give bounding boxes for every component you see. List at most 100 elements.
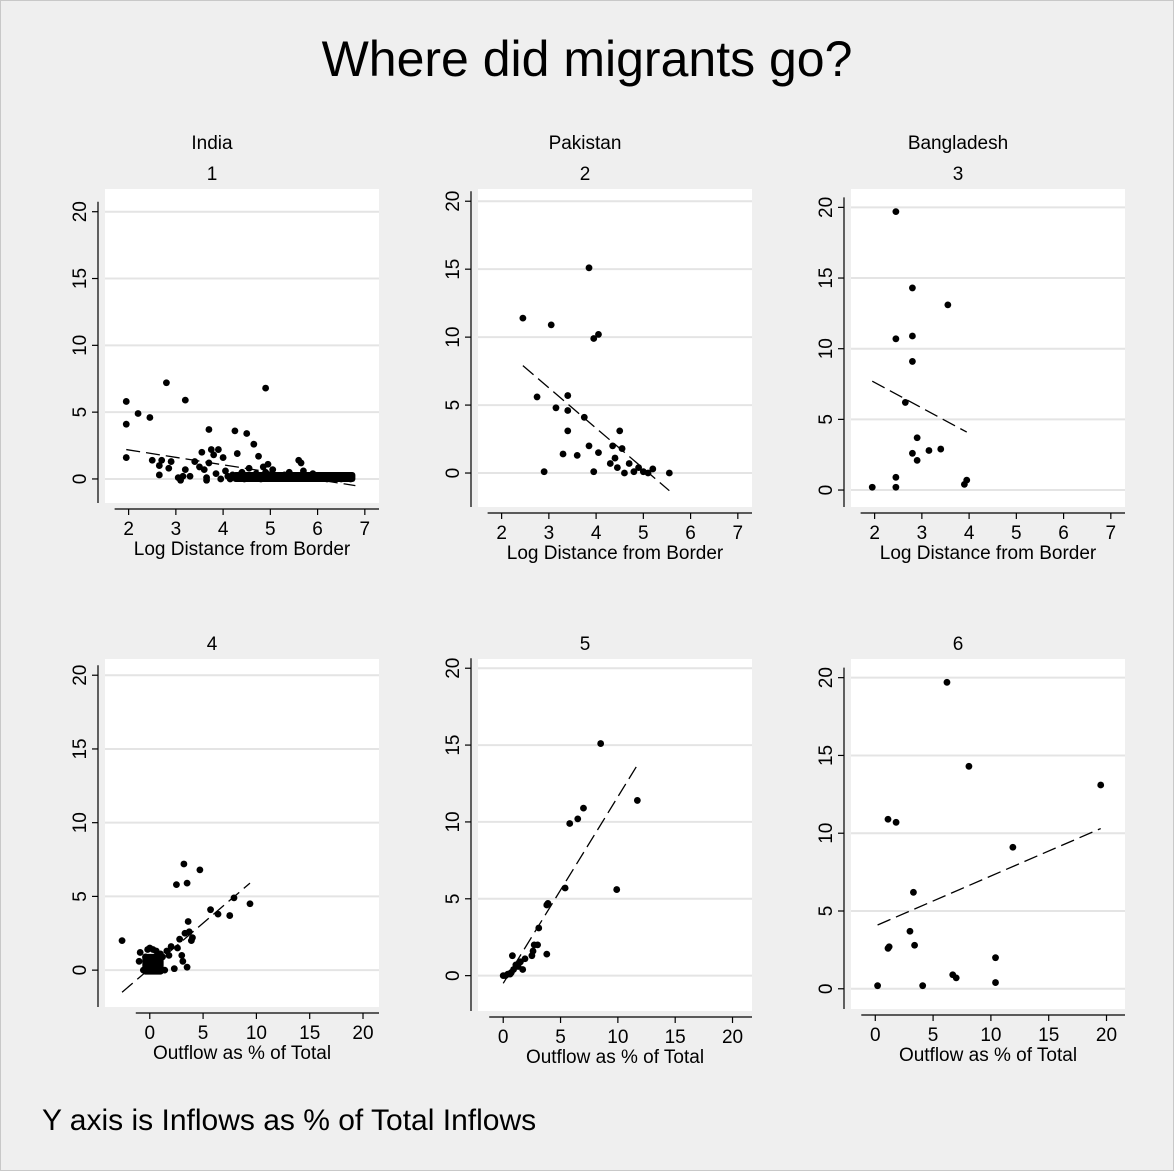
data-point xyxy=(163,379,170,387)
data-point xyxy=(892,818,900,826)
data-point xyxy=(564,392,572,399)
data-point xyxy=(222,467,229,475)
data-point xyxy=(909,284,916,292)
data-point xyxy=(205,426,213,433)
data-point xyxy=(635,464,643,471)
y-tick-label: 0 xyxy=(70,965,91,976)
panel-number: 6 xyxy=(953,634,964,655)
data-point xyxy=(176,935,184,943)
data-point xyxy=(625,460,633,467)
data-point xyxy=(613,464,621,471)
y-tick-label: 15 xyxy=(816,267,837,288)
data-point xyxy=(158,456,166,464)
data-point xyxy=(231,427,239,435)
data-point xyxy=(203,476,210,484)
country-label: India xyxy=(191,133,233,154)
x-tick-label: 0 xyxy=(144,1023,155,1044)
data-point xyxy=(309,470,317,478)
data-point xyxy=(207,446,215,453)
data-point xyxy=(909,449,916,457)
data-point xyxy=(944,301,952,309)
data-point xyxy=(178,951,186,959)
x-axis-title: Outflow as % of Total xyxy=(899,1045,1077,1066)
data-point xyxy=(155,462,163,469)
data-point xyxy=(136,949,144,956)
y-tick-label: 15 xyxy=(443,735,464,756)
data-point xyxy=(328,474,336,482)
y-axis-note: Y axis is Inflows as % of Total Inflows xyxy=(42,1104,537,1137)
data-point xyxy=(529,947,537,955)
panel-number: 3 xyxy=(953,164,964,185)
panel-number: 2 xyxy=(580,164,591,185)
x-tick-label: 6 xyxy=(685,523,696,544)
data-point xyxy=(122,398,130,405)
data-point xyxy=(580,804,587,812)
data-point xyxy=(566,820,574,827)
data-point xyxy=(155,471,163,479)
y-tick-label: 20 xyxy=(816,667,837,688)
data-point xyxy=(519,966,527,973)
data-point xyxy=(521,955,529,963)
data-point xyxy=(230,894,238,902)
data-point xyxy=(135,957,143,965)
data-point xyxy=(165,464,173,472)
data-point xyxy=(965,762,973,770)
fit-line xyxy=(522,365,670,492)
data-point xyxy=(148,456,156,464)
data-point xyxy=(649,465,657,473)
data-point xyxy=(534,941,542,949)
x-tick-label: 10 xyxy=(246,1023,267,1044)
data-point xyxy=(925,447,933,454)
country-label: Pakistan xyxy=(549,133,622,154)
data-point xyxy=(300,467,307,475)
data-point xyxy=(633,797,641,804)
fit-line xyxy=(877,827,1101,926)
y-tick-label: 0 xyxy=(816,983,837,994)
x-tick-label: 5 xyxy=(555,1027,566,1048)
y-tick-label: 10 xyxy=(443,811,464,832)
data-point xyxy=(621,469,628,477)
data-point xyxy=(173,881,180,889)
y-tick-label: 5 xyxy=(816,906,837,917)
data-point xyxy=(595,449,602,457)
y-tick-label: 20 xyxy=(70,201,91,222)
x-tick-label: 15 xyxy=(1038,1025,1059,1046)
data-point xyxy=(874,982,881,990)
y-tick-label: 5 xyxy=(443,894,464,905)
data-point xyxy=(909,332,916,340)
fit-line xyxy=(502,764,638,984)
x-tick-label: 20 xyxy=(1096,1025,1117,1046)
data-point xyxy=(911,941,918,949)
data-point xyxy=(246,900,254,908)
y-tick-label: 10 xyxy=(816,338,837,359)
panel-number: 1 xyxy=(207,164,218,185)
data-point xyxy=(963,476,971,484)
data-point xyxy=(179,472,187,480)
data-point xyxy=(214,446,222,453)
data-point xyxy=(337,475,345,483)
data-point xyxy=(154,959,162,967)
panel-6: 0 5 10 15 20 0 5 10 15 20 Outflow as % of Total 6 xyxy=(816,634,1125,1066)
data-point xyxy=(901,399,909,406)
data-point xyxy=(181,466,189,473)
data-point xyxy=(544,900,552,907)
data-point xyxy=(200,466,208,473)
data-point xyxy=(347,475,355,483)
x-tick-label: 10 xyxy=(607,1027,628,1048)
y-tick-label: 5 xyxy=(443,400,464,411)
panel-3: 2 3 4 5 6 7 0 5 10 15 20 Log Distance from Border Ba… xyxy=(816,133,1125,564)
data-point xyxy=(606,460,614,467)
x-tick-label: 2 xyxy=(496,523,507,544)
data-point xyxy=(122,420,130,428)
data-point xyxy=(597,740,605,747)
data-point xyxy=(906,927,914,935)
data-point xyxy=(992,954,999,962)
data-point xyxy=(184,918,192,925)
data-point xyxy=(150,954,158,962)
data-point xyxy=(264,460,272,468)
data-point xyxy=(285,468,293,476)
data-point xyxy=(255,452,262,460)
data-point xyxy=(535,924,543,932)
x-axis-title: Log Distance from Border xyxy=(134,539,351,560)
data-point xyxy=(252,470,260,478)
